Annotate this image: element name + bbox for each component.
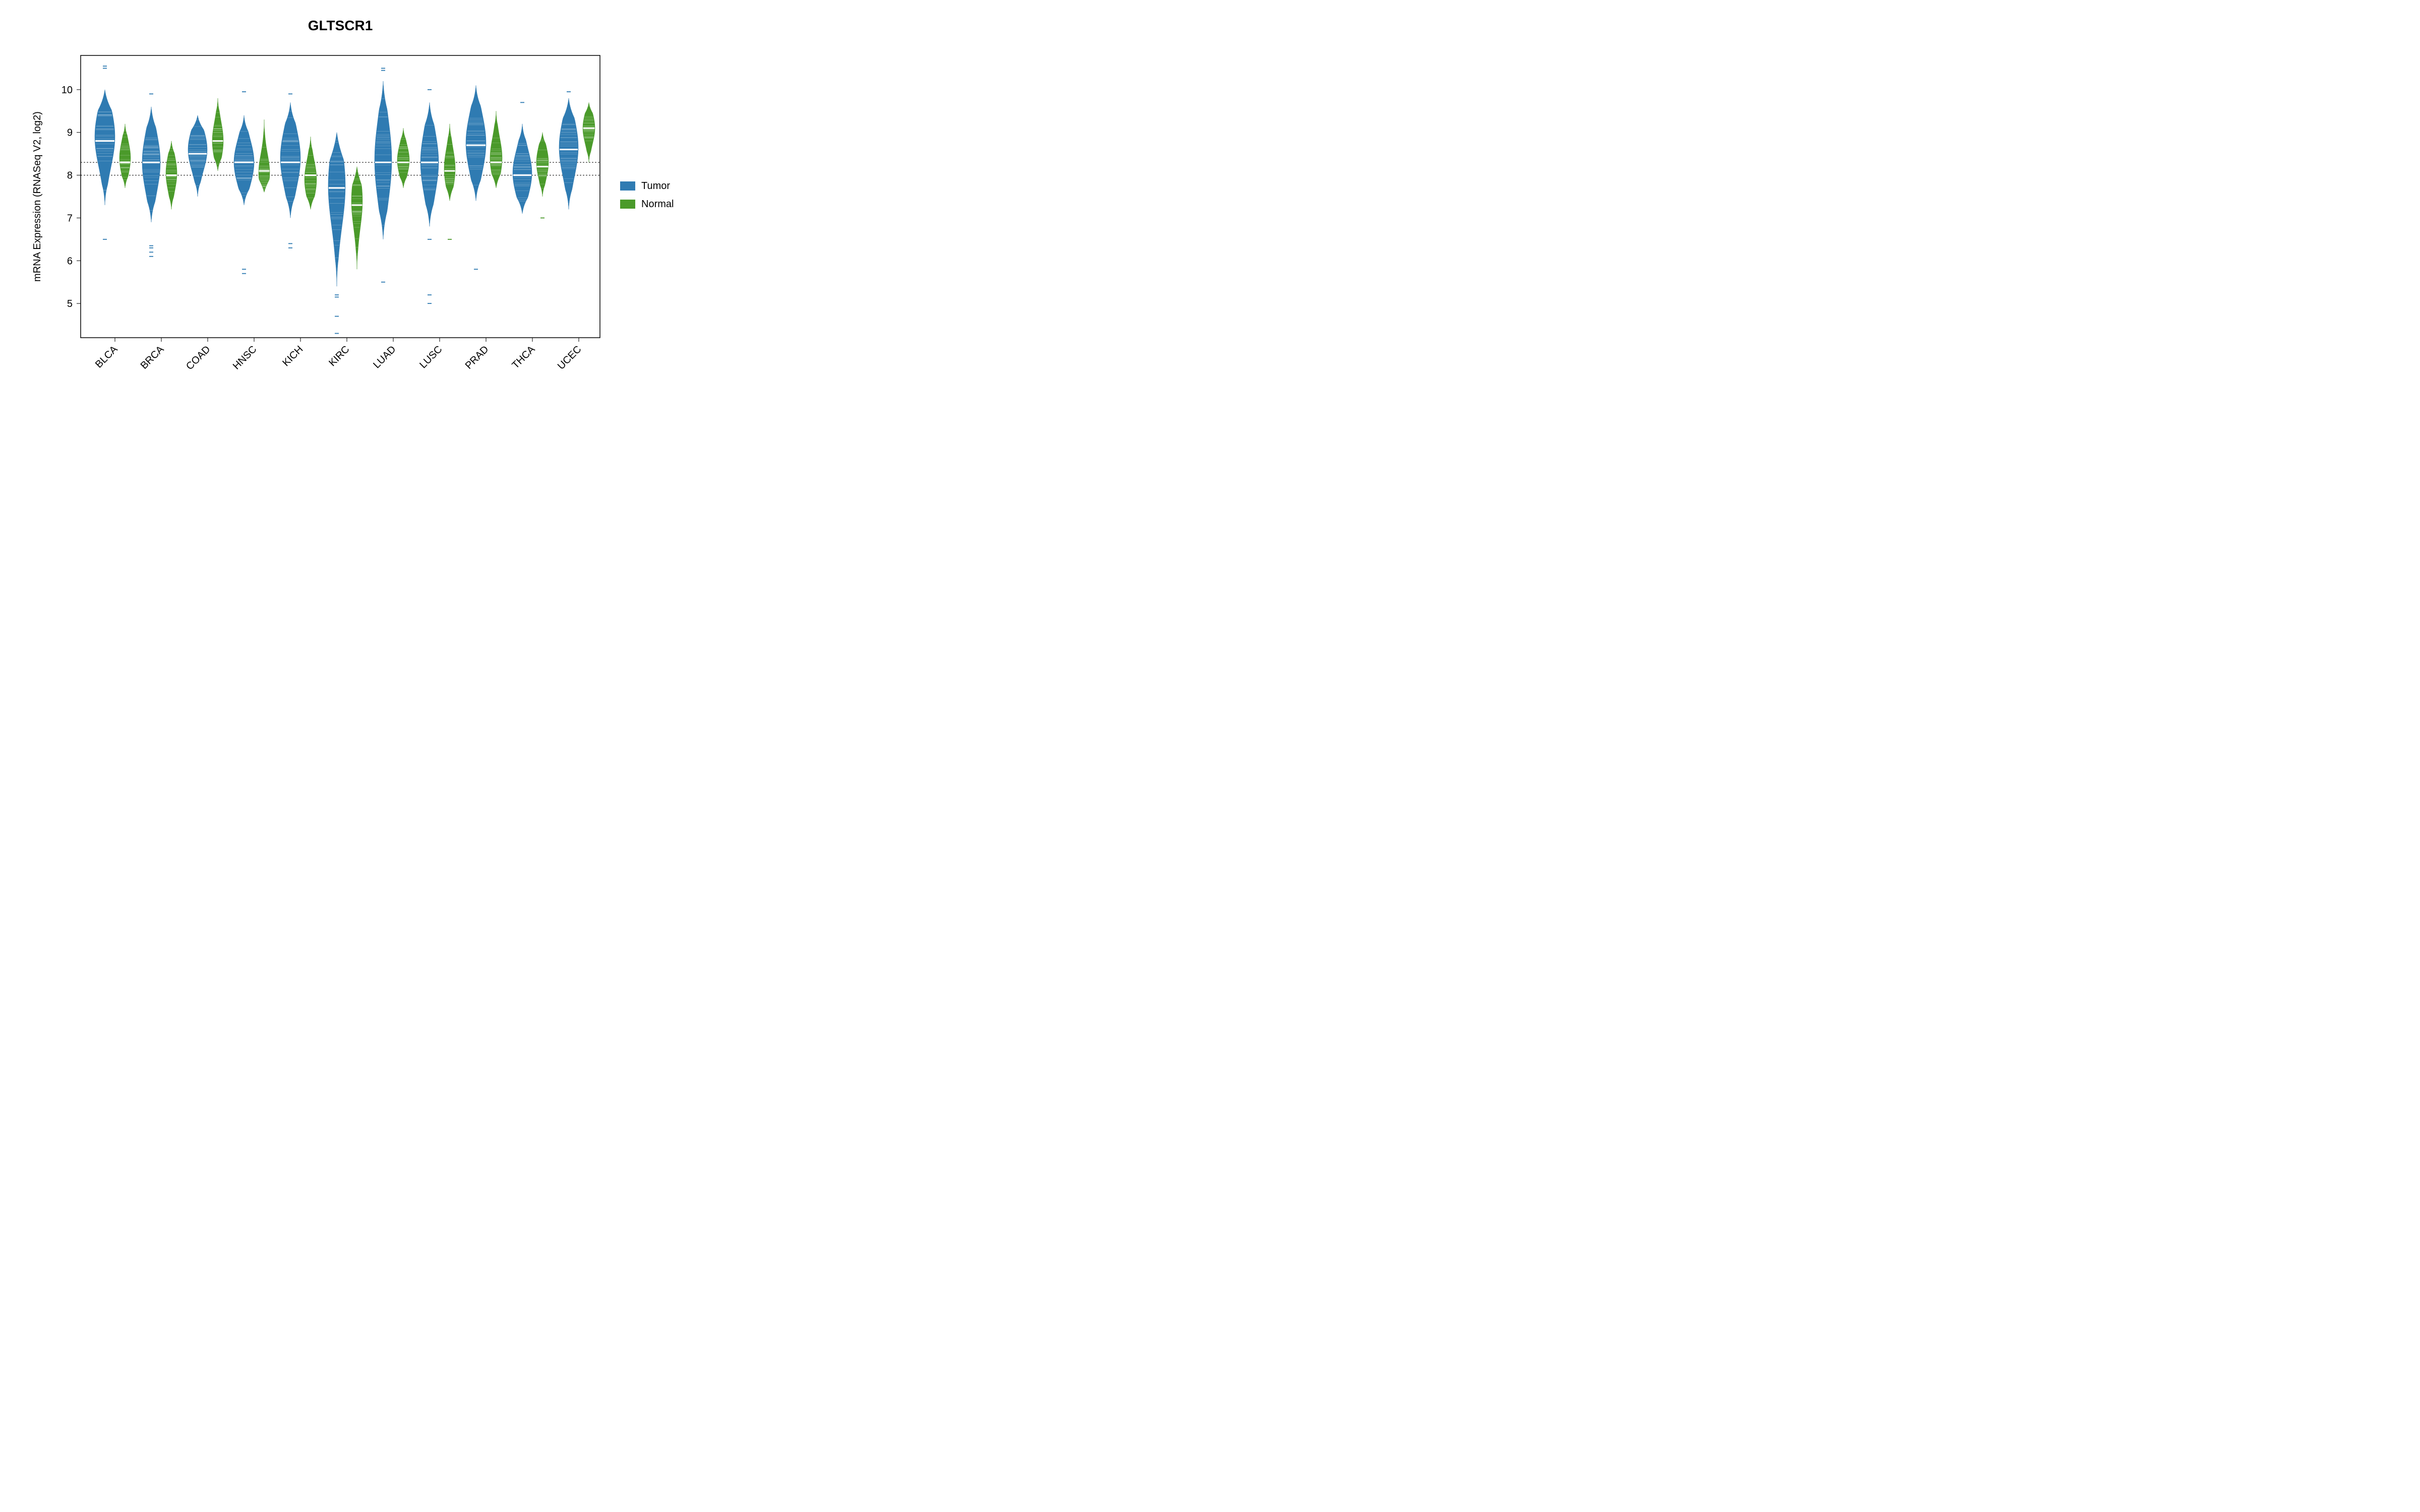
violin-KIRC-normal [351,167,362,270]
violin-KIRC-tumor [328,133,345,286]
legend-swatch-normal [620,200,635,209]
violin-COAD-normal [212,98,223,171]
violin-LUAD-tumor [375,81,392,239]
x-label-KICH: KICH [280,344,305,368]
chart-container: GLTSCR1 5 6 7 8 9 10 mRNA Expression (RNASeq V2… [0,0,726,454]
violin-BRCA-tumor [142,107,160,222]
violin-PRAD-normal [490,111,502,188]
violin-THCA-tumor [513,124,532,214]
violin-BLCA-normal [119,124,131,188]
x-label-KIRC: KIRC [327,344,351,368]
y-axis-title: mRNA Expression (RNASeq V2, log2) [32,111,43,282]
violin-chart: GLTSCR1 5 6 7 8 9 10 mRNA Expression (RNASeq V2… [0,0,726,454]
violin-HNSC-tumor [234,115,254,205]
violin-BLCA-tumor [95,90,115,205]
y-tick-label-7: 7 [67,213,73,224]
y-tick-label-6: 6 [67,256,73,267]
x-label-LUAD: LUAD [371,344,398,370]
legend-label-normal: Normal [641,199,674,210]
violin-KICH-normal [305,137,317,209]
violin-THCA-normal [536,133,549,197]
x-label-PRAD: PRAD [463,344,491,371]
x-label-BRCA: BRCA [139,344,166,371]
y-tick-label-10: 10 [62,85,73,96]
x-label-THCA: THCA [510,344,537,371]
violin-COAD-tumor [188,115,207,197]
chart-title: GLTSCR1 [308,18,373,33]
legend: Tumor Normal [620,180,674,210]
legend-swatch-tumor [620,181,635,191]
y-tick-label-9: 9 [67,128,73,139]
violin-KICH-tumor [280,102,300,218]
y-tick-label-8: 8 [67,170,73,181]
violin-HNSC-normal [259,119,270,192]
x-label-HNSC: HNSC [231,344,259,372]
x-label-BLCA: BLCA [93,344,120,370]
violin-LUSC-normal [444,124,455,201]
x-label-UCEC: UCEC [556,344,584,372]
violin-UCEC-tumor [559,98,578,210]
violin-PRAD-tumor [466,85,486,201]
legend-label-tumor: Tumor [641,180,670,192]
x-label-COAD: COAD [184,344,212,372]
x-label-LUSC: LUSC [417,344,444,370]
y-tick-label-5: 5 [67,298,73,309]
